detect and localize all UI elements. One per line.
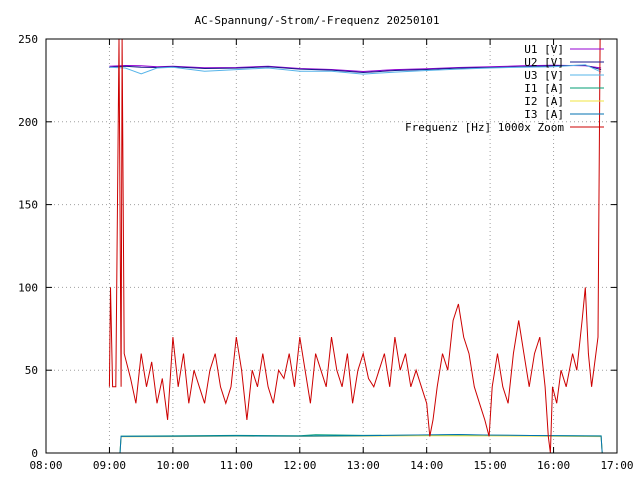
legend-label: I3 [A] bbox=[524, 108, 564, 121]
series-line-6 bbox=[109, 433, 603, 454]
y-tick-label: 200 bbox=[18, 116, 38, 129]
x-tick-label: 08:00 bbox=[29, 459, 62, 472]
x-tick-label: 17:00 bbox=[600, 459, 633, 472]
y-tick-label: 0 bbox=[31, 447, 38, 460]
x-tick-label: 14:00 bbox=[410, 459, 443, 472]
series-line-7 bbox=[108, 38, 603, 454]
legend-label: U1 [V] bbox=[524, 43, 564, 56]
x-tick-label: 12:00 bbox=[283, 459, 316, 472]
x-tick-label: 16:00 bbox=[537, 459, 570, 472]
series-line-1 bbox=[109, 64, 602, 73]
legend-label: I2 [A] bbox=[524, 95, 564, 108]
plot-frame bbox=[45, 38, 618, 454]
series-line-5 bbox=[109, 435, 603, 454]
series-lines bbox=[108, 38, 603, 454]
axes: 0 50 100 150 200 250 08:00 09:00 10:00 11:00 12:00… bbox=[18, 33, 633, 472]
legend: U1 [V]U2 [V]U3 [V]I1 [A]I2 [A]I3 [A]Freq… bbox=[405, 43, 604, 134]
plot-border bbox=[45, 38, 618, 454]
legend-label: U2 [V] bbox=[524, 56, 564, 69]
series-line-4 bbox=[109, 434, 603, 454]
y-tick-label: 150 bbox=[18, 199, 38, 212]
series-line-3 bbox=[109, 64, 602, 75]
x-tick-label: 10:00 bbox=[156, 459, 189, 472]
x-tick-label: 11:00 bbox=[220, 459, 253, 472]
y-tick-label: 100 bbox=[18, 281, 38, 294]
legend-label: Frequenz [Hz] 1000x Zoom bbox=[405, 121, 564, 134]
legend-label: U3 [V] bbox=[524, 69, 564, 82]
legend-label: I1 [A] bbox=[524, 82, 564, 95]
chart-title: AC-Spannung/-Strom/-Frequenz 20250101 bbox=[194, 14, 439, 27]
x-tick-label: 15:00 bbox=[474, 459, 507, 472]
y-tick-label: 250 bbox=[18, 33, 38, 46]
grid bbox=[46, 39, 617, 453]
y-tick-label: 50 bbox=[25, 364, 38, 377]
x-tick-label: 13:00 bbox=[347, 459, 380, 472]
x-tick-label: 09:00 bbox=[93, 459, 126, 472]
